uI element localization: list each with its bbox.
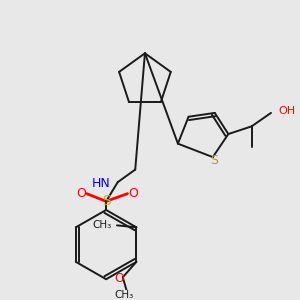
Text: HN: HN [92, 177, 111, 190]
Text: CH₃: CH₃ [93, 220, 112, 230]
Text: O: O [128, 187, 138, 200]
Text: S: S [102, 194, 110, 208]
Text: O: O [76, 187, 86, 200]
Text: O: O [114, 272, 124, 285]
Text: S: S [210, 154, 218, 167]
Text: CH₃: CH₃ [114, 290, 134, 300]
Text: OH: OH [279, 106, 296, 116]
